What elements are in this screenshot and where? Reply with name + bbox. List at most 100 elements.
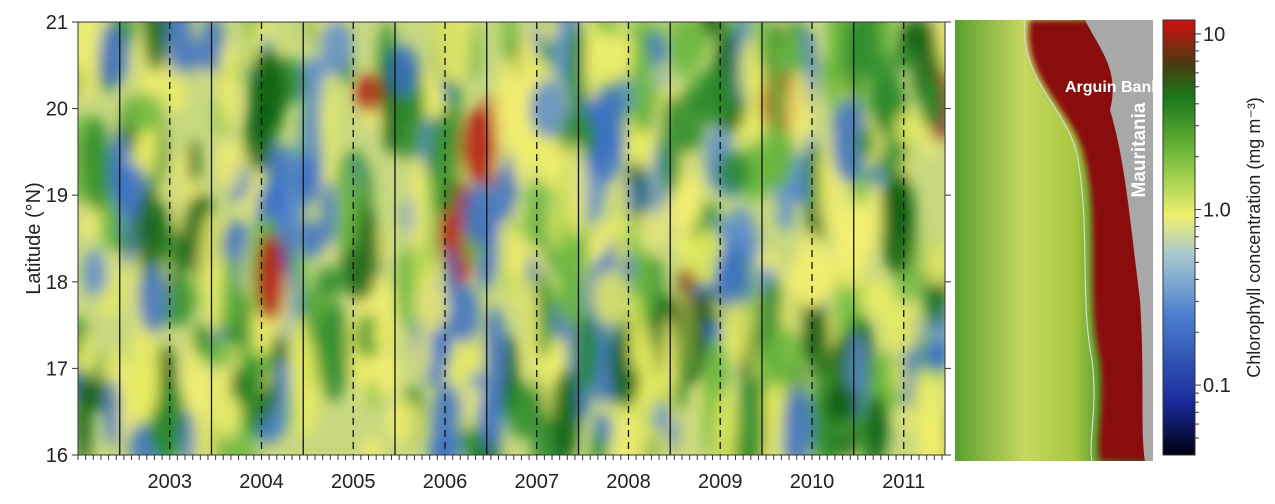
texture-blob [566,23,588,117]
texture-blob [673,374,688,412]
texture-blob [144,22,168,72]
texture-blob [191,322,213,355]
texture-blob [194,404,218,455]
texture-blob [725,299,750,363]
texture-blob [921,374,945,455]
texture-blob [793,233,833,309]
texture-blob [823,383,859,423]
texture-blob [768,64,787,134]
texture-blob [782,386,812,455]
texture-blob [411,156,429,260]
x-tick-label: 2009 [698,471,743,493]
texture-blob [96,25,128,88]
texture-blob [559,293,577,326]
texture-blob [320,72,338,171]
texture-blob [919,76,945,130]
colorbar [1162,19,1196,456]
texture-blob [137,263,168,335]
y-tick-label: 16 [46,445,68,467]
texture-blob [78,369,93,455]
texture-blob [867,394,889,455]
texture-blob [217,138,242,192]
texture-blob [147,401,177,455]
x-tick-label: 2006 [423,471,468,493]
y-axis-label: Latitude (°N) [23,182,45,295]
texture-blob [882,302,921,354]
map: Arguin Bank Mauritania [955,20,1160,461]
texture-blob [124,92,162,133]
texture-blob [831,97,868,184]
y-tick-label: 18 [46,272,68,294]
texture-blob [182,408,195,455]
texture-blob [764,379,788,439]
texture-blob [477,391,503,451]
texture-blob [856,128,875,158]
x-tick-label: 2011 [882,471,925,493]
texture-blob [321,179,337,247]
map-label: Arguin Bank [1065,79,1160,96]
texture-blob [923,241,945,286]
y-tick-label: 21 [46,12,68,34]
texture-blob [736,376,766,455]
colorbar-tick-label: 0.1 [1203,375,1231,397]
texture-blob [468,22,482,83]
texture-blob [590,432,606,455]
texture-blob [355,73,382,113]
y-tick-label: 17 [46,358,68,380]
texture-blob [612,175,630,270]
texture-blob [370,319,397,349]
texture-blob [715,255,732,287]
heatmap-texture [78,22,945,455]
texture-blob [484,306,507,406]
texture-blob [892,355,906,395]
land [1085,20,1153,461]
texture-blob [187,140,201,185]
texture-blob [584,22,602,102]
texture-blob [372,348,400,398]
texture-blob [413,280,449,333]
texture-blob [630,33,654,133]
texture-blob [895,111,920,146]
texture-blob [660,94,683,195]
texture-blob [675,22,710,67]
texture-blob [315,266,346,298]
texture-blob [590,84,626,184]
y-tick-label: 19 [46,185,68,207]
isobath [1023,20,1095,461]
x-tick-label: 2008 [606,471,651,493]
texture-blob [695,66,735,126]
texture-blob [739,38,758,101]
texture-blob [241,355,266,437]
texture-blob [524,274,540,383]
texture-blob [267,142,289,216]
texture-blob [428,435,450,455]
texture-blob [460,108,497,184]
texture-blob [164,22,193,75]
texture-blob [859,278,896,319]
texture-blob [592,268,632,326]
heatmap-field [78,22,945,455]
texture-blob [81,116,111,213]
texture-blob [764,328,803,382]
texture-blob [426,111,461,216]
texture-blob [445,247,458,308]
texture-blob [129,316,160,424]
texture-blob [505,381,537,439]
texture-blob [714,387,737,455]
x-tick-label: 2003 [147,471,192,493]
texture-blob [657,204,670,243]
texture-blob [297,220,325,259]
texture-blob [680,284,695,377]
x-tick-label: 2004 [239,471,284,493]
texture-blob [462,182,502,246]
texture-blob [221,254,240,328]
texture-blob [78,22,100,101]
texture-blob [867,41,900,134]
texture-blob [288,315,307,405]
texture-blob [199,22,225,75]
texture-blob [830,22,844,118]
texture-blob [509,80,535,185]
texture-blob [923,341,945,372]
texture-blob [255,232,286,322]
